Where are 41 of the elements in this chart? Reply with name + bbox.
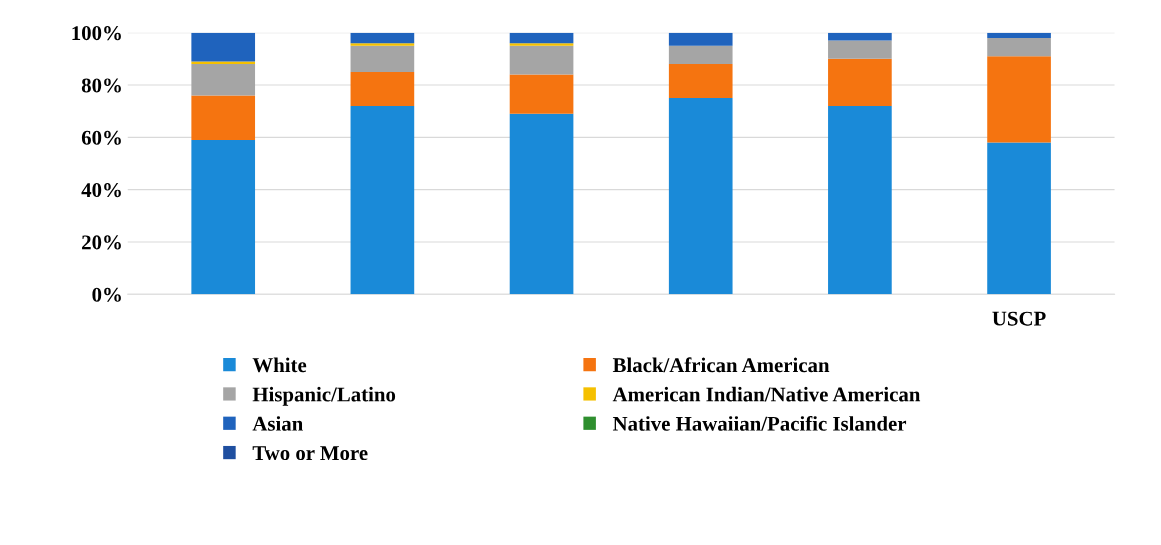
y-tick-label: 20%: [82, 235, 121, 250]
bar: [350, 43, 415, 46]
legend-label: Hispanic/Latino: [252, 386, 396, 406]
bar: [191, 32, 256, 62]
bar: [987, 56, 1051, 143]
legend-label: White: [252, 357, 307, 373]
bar: [509, 45, 574, 75]
bar: [509, 74, 574, 114]
bar: [191, 61, 256, 65]
bar: [668, 45, 733, 65]
legend-label: Native Hawaiian/Pacific Islander: [612, 415, 907, 431]
y-tick-label: 80%: [81, 78, 121, 93]
bar: [509, 113, 574, 295]
bar: [668, 32, 733, 46]
y-tick-label: 60%: [81, 130, 121, 145]
bar: [191, 64, 256, 96]
bar: [350, 71, 415, 106]
y-tick-label: 40%: [81, 183, 121, 198]
legend-label: Asian: [252, 416, 303, 431]
bar: [987, 37, 1051, 57]
bar: [828, 58, 892, 106]
bar: [987, 142, 1051, 295]
bar: [350, 32, 415, 44]
y-tick-label: 0%: [92, 287, 121, 302]
bar: [668, 64, 733, 99]
bar: [987, 32, 1051, 38]
y-tick-label: 100%: [72, 26, 121, 41]
bar: [509, 32, 574, 44]
bar: [509, 43, 574, 46]
bar: [191, 95, 256, 140]
bar: [828, 40, 892, 59]
legend-label: Black/African American: [612, 357, 830, 373]
bar: [350, 45, 415, 72]
bar: [191, 139, 256, 295]
legend-label: American Indian/Native American: [612, 386, 921, 402]
bar: [828, 105, 892, 295]
bar: [828, 32, 892, 41]
legend-label: Two or More: [252, 446, 368, 461]
bar: [350, 105, 415, 295]
bar: [668, 98, 733, 295]
x-tick-label: USCP: [992, 311, 1046, 326]
